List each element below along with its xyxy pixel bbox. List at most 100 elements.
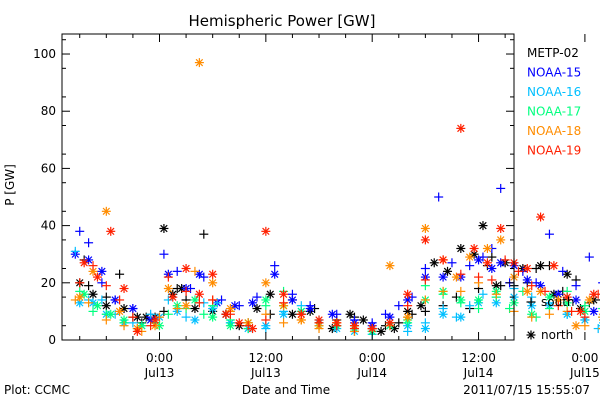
- data-point-south: [403, 301, 413, 311]
- data-point-north: [194, 58, 204, 68]
- legend-plus-icon: [526, 297, 536, 307]
- data-point-north: [115, 306, 125, 316]
- data-point-north: [403, 289, 413, 299]
- chart-title: Hemispheric Power [GW]: [189, 12, 376, 30]
- data-point-south: [456, 286, 466, 296]
- x-tick-time-label: 0:00: [571, 351, 598, 365]
- data-point-south: [84, 281, 94, 291]
- data-point-south: [527, 312, 537, 322]
- legend-series-label: NOAA-16: [527, 85, 581, 99]
- data-point-north: [92, 301, 102, 311]
- data-point-south: [208, 295, 218, 305]
- data-point-south: [527, 281, 537, 291]
- data-point-north: [327, 309, 337, 319]
- data-point-south: [84, 298, 94, 308]
- data-point-north: [429, 258, 439, 268]
- data-point-north: [571, 321, 581, 331]
- data-point-north: [287, 309, 297, 319]
- data-point-north: [491, 281, 501, 291]
- data-point-north: [376, 326, 386, 336]
- data-point-south: [181, 286, 191, 296]
- data-point-north: [252, 304, 262, 314]
- data-point-south: [75, 226, 85, 236]
- data-point-north: [562, 292, 572, 302]
- data-point-north: [261, 278, 271, 288]
- data-point-south: [261, 315, 271, 325]
- data-point-north: [163, 284, 173, 294]
- x-tick-date-label: Jul13: [144, 366, 175, 380]
- data-point-north: [496, 258, 506, 268]
- data-point-south: [394, 318, 404, 328]
- x-axis-label: Date and Time: [242, 383, 330, 397]
- data-point-south: [553, 301, 563, 311]
- data-point-north: [536, 261, 546, 271]
- axes: 0204060801000:00Jul1312:00Jul130:00Jul14…: [33, 33, 600, 380]
- data-point-south: [474, 304, 484, 314]
- legend-asterisk-icon: [526, 330, 536, 340]
- data-point-south: [558, 266, 568, 276]
- data-point-south: [115, 295, 125, 305]
- data-point-south: [394, 301, 404, 311]
- data-point-north: [527, 301, 537, 311]
- data-point-north: [296, 309, 306, 319]
- x-tick-date-label: Jul15: [569, 366, 600, 380]
- data-point-south: [567, 306, 577, 316]
- y-tick-label: 40: [41, 219, 56, 233]
- data-point-south: [199, 309, 209, 319]
- data-point-north: [75, 292, 85, 302]
- data-point-south: [181, 312, 191, 322]
- data-point-north: [332, 318, 342, 328]
- data-point-south: [252, 292, 262, 302]
- data-point-north: [575, 306, 585, 316]
- data-point-south: [447, 258, 457, 268]
- data-point-north: [159, 223, 169, 233]
- legend: METP-02 NOAA-15 NOAA-16 NOAA-17 NOAA-18 NOAA-…: [526, 46, 581, 342]
- series-noaa-19: [75, 123, 600, 336]
- data-point-south: [172, 266, 182, 276]
- data-point-north: [208, 269, 218, 279]
- legend-series-label: NOAA-18: [527, 124, 581, 138]
- data-point-north: [190, 295, 200, 305]
- data-point-south: [75, 278, 85, 288]
- data-point-south: [465, 261, 475, 271]
- data-point-north: [443, 266, 453, 276]
- data-point-north: [106, 226, 116, 236]
- data-point-south: [128, 312, 138, 322]
- data-point-north: [101, 206, 111, 216]
- data-point-north: [194, 289, 204, 299]
- data-point-south: [115, 269, 125, 279]
- data-point-north: [119, 315, 129, 325]
- x-tick-time-label: 12:00: [249, 351, 284, 365]
- data-point-north: [536, 281, 546, 291]
- series-noaa-15: [70, 183, 600, 331]
- data-point-north: [438, 309, 448, 319]
- data-point-north: [589, 306, 599, 316]
- data-point-north: [168, 292, 178, 302]
- data-point-north: [248, 298, 258, 308]
- data-point-south: [527, 292, 537, 302]
- x-tick-time-label: 12:00: [461, 351, 496, 365]
- data-point-north: [469, 243, 479, 253]
- data-point-north: [589, 289, 599, 299]
- data-point-south: [172, 304, 182, 314]
- legend-series-label: NOAA-15: [527, 66, 581, 80]
- data-point-north: [416, 301, 426, 311]
- data-point-north: [314, 315, 324, 325]
- data-point-south: [199, 229, 209, 239]
- data-point-south: [70, 246, 80, 256]
- data-point-south: [420, 264, 430, 274]
- data-point-south: [279, 298, 289, 308]
- data-point-north: [482, 258, 492, 268]
- data-point-north: [456, 312, 466, 322]
- data-point-north: [456, 123, 466, 133]
- legend-series-label: NOAA-19: [527, 144, 581, 158]
- data-point-north: [474, 295, 484, 305]
- data-point-north: [208, 312, 218, 322]
- data-point-north: [385, 318, 395, 328]
- x-tick-time-label: 0:00: [146, 351, 173, 365]
- x-tick-date-label: Jul14: [356, 366, 387, 380]
- data-point-south: [434, 192, 444, 202]
- data-point-south: [487, 252, 497, 262]
- data-point-south: [478, 289, 488, 299]
